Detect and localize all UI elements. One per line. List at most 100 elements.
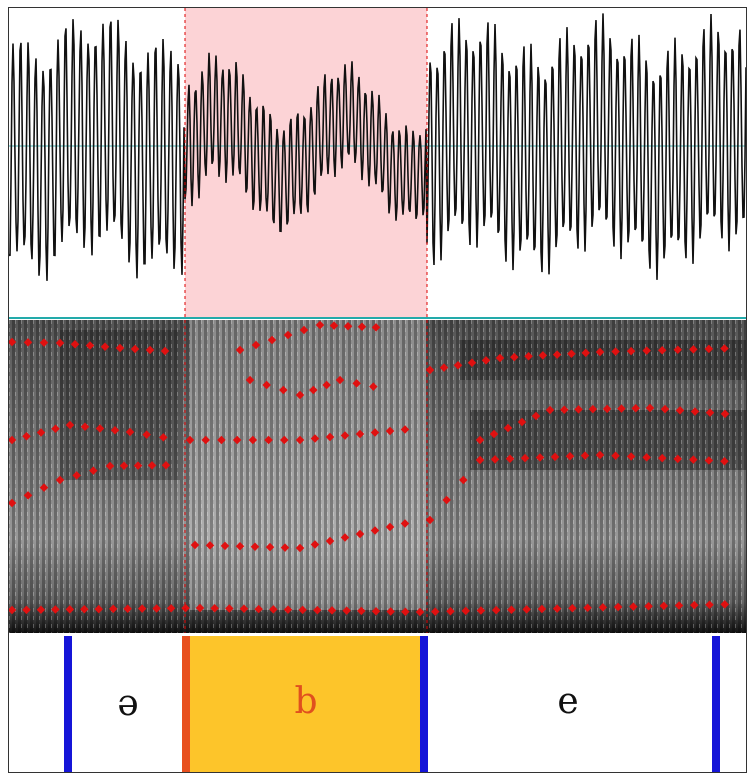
- formant-dot: [720, 456, 729, 466]
- formant-dot: [595, 347, 605, 357]
- selected-interval[interactable]: [190, 636, 420, 773]
- formant-dot: [370, 428, 380, 437]
- text-tier: ə b e: [9, 636, 746, 773]
- formant-dot: [85, 341, 95, 350]
- formant-dot: [657, 453, 667, 463]
- formant-dot: [65, 420, 75, 430]
- formant-dot: [283, 605, 293, 614]
- formant-dot: [251, 340, 261, 350]
- formant-dot: [280, 435, 289, 445]
- formant-dot: [675, 406, 685, 415]
- formant-dot: [705, 600, 714, 610]
- formant-dot: [386, 607, 395, 616]
- formant-dot: [690, 407, 700, 416]
- formant-dot: [442, 495, 451, 505]
- formant-dot: [51, 424, 60, 433]
- formant-dot: [322, 380, 331, 390]
- formant-dot: [262, 380, 271, 390]
- formant-dot: [355, 529, 365, 539]
- formant-dot: [70, 340, 80, 349]
- formant-dot: [550, 452, 560, 462]
- formant-dot: [520, 453, 530, 463]
- formant-dot: [279, 385, 288, 395]
- interval-label: b: [294, 681, 317, 722]
- interval-label: ə: [117, 683, 138, 724]
- formant-dot: [401, 607, 410, 616]
- formant-dot: [105, 461, 115, 471]
- formant-dot: [264, 435, 273, 445]
- formant-dot: [115, 343, 125, 353]
- formant-dot: [325, 536, 335, 546]
- formant-dot: [522, 605, 531, 614]
- formant-dot: [673, 345, 683, 355]
- spectrogram-panel: [7, 320, 746, 633]
- formant-dot: [267, 335, 277, 345]
- boundary[interactable]: [712, 636, 720, 773]
- formant-dot: [357, 606, 366, 616]
- formant-dot: [327, 606, 337, 615]
- formant-dot: [588, 404, 598, 414]
- formant-dot: [133, 461, 143, 470]
- formant-dot: [613, 602, 623, 612]
- formant-dot: [352, 379, 361, 388]
- formant-dot: [343, 321, 353, 331]
- formant-dot: [510, 352, 519, 362]
- formant-dot: [425, 515, 435, 525]
- formant-dot: [689, 345, 698, 354]
- formant-dot: [674, 601, 684, 610]
- spectrogram-texture: [9, 320, 746, 633]
- formant-dot: [283, 330, 293, 340]
- formant-dot: [280, 543, 290, 552]
- formant-dot: [309, 385, 318, 395]
- formant-dot: [524, 352, 533, 361]
- formant-dot: [626, 452, 636, 461]
- formant-dot: [7, 435, 17, 445]
- formant-dot: [475, 435, 485, 445]
- boundary[interactable]: [420, 636, 428, 773]
- formant-dot: [495, 353, 505, 363]
- formant-dot: [22, 432, 31, 441]
- formant-dot: [552, 604, 562, 613]
- formant-dot: [611, 347, 620, 356]
- formant-dot: [55, 338, 65, 348]
- formant-dot: [335, 375, 345, 385]
- formant-dot: [357, 322, 367, 332]
- formant-dot: [147, 461, 157, 470]
- formant-dot: [110, 426, 120, 435]
- formant-dot: [72, 471, 81, 480]
- boundary[interactable]: [64, 636, 72, 773]
- formant-dot: [298, 605, 307, 615]
- formant-dot: [673, 454, 683, 464]
- formant-dot: [95, 424, 105, 433]
- formant-dot: [185, 435, 195, 445]
- formant-dot: [602, 404, 612, 414]
- formant-dot: [119, 461, 129, 471]
- formant-dot: [517, 417, 527, 427]
- formant-dot: [475, 455, 485, 465]
- formant-dot: [315, 320, 325, 330]
- formant-dot: [295, 390, 305, 400]
- formant-dot: [313, 605, 322, 615]
- formant-dot: [160, 346, 170, 356]
- formant-dot: [491, 605, 501, 615]
- formant-dot: [36, 428, 46, 437]
- formant-dot: [100, 342, 110, 351]
- formant-dot: [459, 475, 468, 485]
- formant-dot: [567, 349, 576, 358]
- waveform: [9, 13, 746, 281]
- formant-dot: [507, 605, 516, 614]
- formant-dot: [89, 466, 98, 475]
- formant-dot: [560, 405, 569, 414]
- formant-dot: [704, 456, 714, 465]
- formant-dot: [39, 338, 49, 347]
- formant-dot: [705, 408, 715, 417]
- formant-dot: [503, 423, 513, 433]
- formant-dot: [369, 382, 378, 391]
- formant-dot: [385, 522, 395, 532]
- formant-dot: [583, 603, 592, 613]
- formant-dot: [370, 526, 380, 535]
- formant-dot: [400, 425, 410, 434]
- boundary[interactable]: [182, 636, 190, 773]
- formant-dot: [145, 345, 155, 355]
- formant-dot: [232, 435, 242, 445]
